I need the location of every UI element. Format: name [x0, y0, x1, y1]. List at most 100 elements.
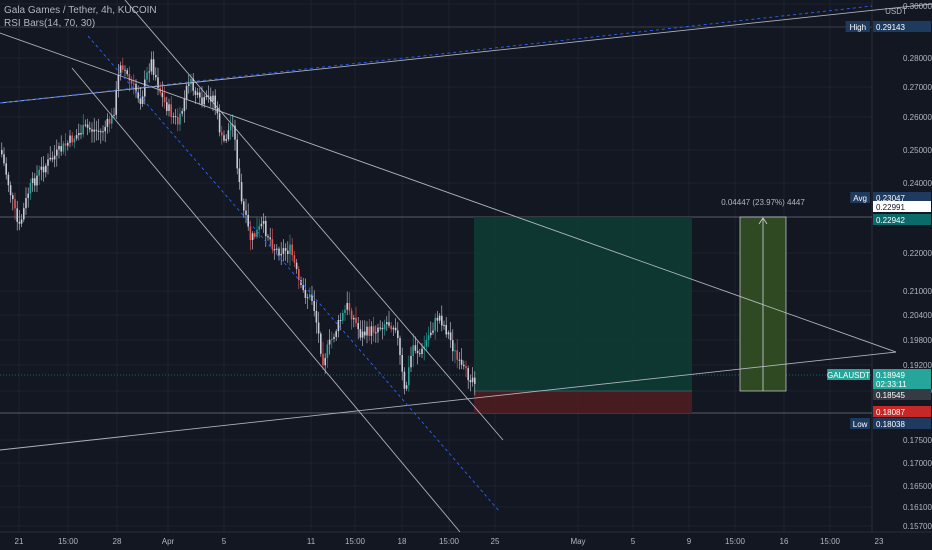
candle [469, 380, 472, 383]
candle [445, 324, 447, 335]
price-tag-value-bg [873, 214, 931, 225]
candle [82, 125, 84, 135]
candle [36, 175, 38, 186]
candle [282, 248, 285, 254]
time-tick-label: 23 [875, 537, 884, 546]
candle [218, 113, 221, 133]
price-tick-label: 0.24000 [903, 179, 932, 188]
candle [124, 69, 126, 71]
candle [379, 327, 381, 329]
candle [309, 294, 311, 298]
candle [148, 71, 150, 73]
candle [251, 233, 254, 241]
price-tick-label: 0.17000 [903, 459, 932, 468]
candle [97, 130, 100, 132]
candle [265, 220, 267, 237]
candle [71, 135, 73, 143]
price-tick-label: 0.20400 [903, 311, 932, 320]
candle [89, 127, 91, 130]
price-tick-label: 0.22000 [903, 249, 932, 258]
price-tag: Low 0.18038 [850, 418, 931, 429]
candle [421, 348, 423, 355]
candle [405, 385, 408, 389]
candle [168, 104, 170, 111]
candle [23, 208, 25, 220]
candle [344, 309, 346, 313]
candle [243, 201, 245, 211]
measure-label: 0.04447 (23.97%) 4447 [721, 198, 805, 207]
candle [471, 377, 474, 383]
candle [49, 157, 51, 160]
candle [298, 268, 300, 281]
price-tag-value: 0.22991 [876, 203, 905, 212]
candle [458, 359, 461, 361]
candle [460, 359, 463, 365]
time-tick-label: Apr [162, 537, 175, 546]
price-tag-countdown: 02:33:11 [876, 380, 907, 389]
candle [368, 326, 370, 336]
candle [361, 331, 364, 338]
candle [141, 96, 144, 104]
candle [128, 73, 131, 81]
candle [284, 248, 287, 251]
candle [203, 97, 205, 105]
candle [463, 364, 465, 367]
price-tag-name: Avg [853, 194, 867, 203]
dashed-upper-line [0, 5, 873, 104]
candle [150, 59, 153, 72]
price-tick-label: 0.25000 [903, 146, 932, 155]
candle [401, 355, 403, 372]
time-tick-label: 18 [398, 537, 407, 546]
price-tick-label: 0.17500 [903, 436, 932, 445]
candle [328, 339, 331, 345]
candle [465, 366, 467, 369]
candle [31, 178, 34, 183]
price-tag-name-bg [827, 369, 870, 380]
candle [432, 330, 434, 333]
trend-line-0 [0, 32, 897, 353]
candle [364, 331, 366, 336]
candle [225, 139, 227, 141]
candle [60, 146, 62, 152]
price-tag-value-bg [873, 21, 931, 32]
price-tag-value: 0.18038 [876, 420, 905, 429]
candle [179, 113, 181, 125]
candle [377, 327, 379, 333]
candle [119, 65, 122, 76]
price-tag-value: 0.29143 [876, 23, 905, 32]
candle [370, 326, 373, 336]
candle [392, 327, 395, 330]
candle [302, 285, 304, 290]
candle [412, 345, 414, 356]
candle [326, 344, 329, 358]
candle [394, 327, 397, 331]
candle [199, 92, 201, 98]
candle [177, 116, 179, 125]
candle [130, 80, 133, 84]
candle [51, 157, 54, 160]
candle [258, 226, 260, 230]
candle [317, 322, 320, 334]
candle [355, 317, 357, 324]
candle [403, 371, 406, 389]
candle [172, 116, 175, 118]
symbol-title[interactable]: Gala Games / Tether, 4h, KUCOIN [4, 5, 157, 16]
candle [86, 124, 89, 128]
candle [47, 159, 49, 166]
candle [383, 324, 386, 330]
candle [18, 221, 21, 224]
price-tick-label: 0.26000 [903, 113, 932, 122]
candle [262, 220, 265, 224]
candle [254, 233, 256, 237]
indicator-title[interactable]: RSI Bars(14, 70, 30) [4, 18, 96, 29]
candle [381, 327, 384, 330]
candle [425, 340, 428, 347]
candle [273, 249, 276, 251]
candle [304, 289, 307, 298]
candle [12, 195, 14, 200]
candle [139, 98, 142, 104]
candle [410, 355, 412, 368]
candle [214, 95, 216, 109]
candle [350, 310, 353, 320]
